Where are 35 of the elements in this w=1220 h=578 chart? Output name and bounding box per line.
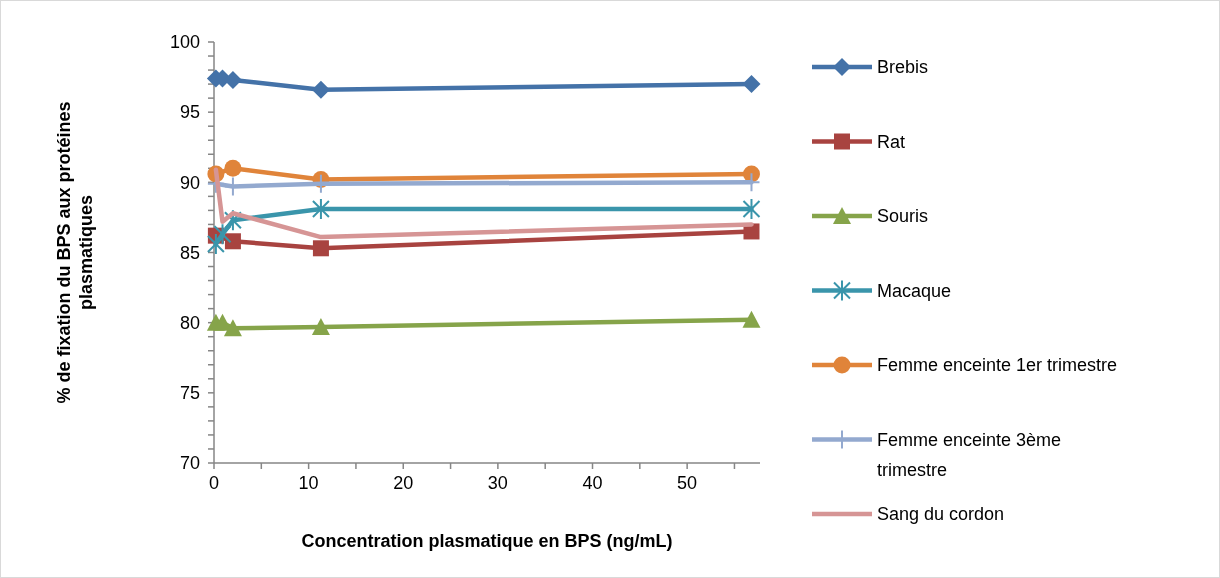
point	[224, 233, 241, 250]
legend-label: Souris	[877, 206, 929, 227]
point	[742, 198, 761, 220]
y-tick-label: 100	[169, 32, 200, 53]
y-tick-label: 90	[179, 172, 200, 193]
y-axis-title: % de fixation du BPS aux protéines plasmatiques	[54, 101, 96, 404]
point	[312, 240, 329, 257]
y-tick-label: 70	[179, 453, 200, 474]
x-tick-label: 10	[298, 473, 319, 493]
point	[224, 159, 242, 177]
point	[223, 319, 242, 337]
legend-label: Femme enceinte 1er trimestre	[877, 355, 1118, 376]
y-tick-label: 85	[179, 242, 200, 263]
x-tick-label: 30	[487, 473, 508, 493]
point	[311, 80, 330, 99]
y-tick-label: 80	[179, 312, 200, 333]
legend-label: Macaque	[877, 280, 952, 301]
y-tick-label: 95	[179, 102, 200, 123]
point	[223, 209, 242, 232]
point	[742, 310, 761, 328]
y-tick-label: 75	[179, 383, 200, 404]
point	[311, 198, 330, 220]
x-axis-title: Concentration plasmatique en BPS (ng/mL)	[301, 531, 673, 551]
legend-label: Sang du cordon	[877, 504, 1005, 525]
x-tick-label: 40	[582, 473, 603, 493]
legend-label: Femme enceinte 3ème trimestre	[877, 429, 1062, 480]
legend-label: Brebis	[877, 57, 929, 78]
point	[742, 75, 761, 94]
x-tick-label: 50	[677, 473, 698, 493]
x-tick-label: 20	[393, 473, 414, 493]
legend-label: Rat	[877, 131, 906, 152]
point	[213, 223, 232, 246]
point	[311, 317, 330, 335]
x-tick-label: 0	[208, 473, 220, 493]
point	[206, 233, 225, 256]
